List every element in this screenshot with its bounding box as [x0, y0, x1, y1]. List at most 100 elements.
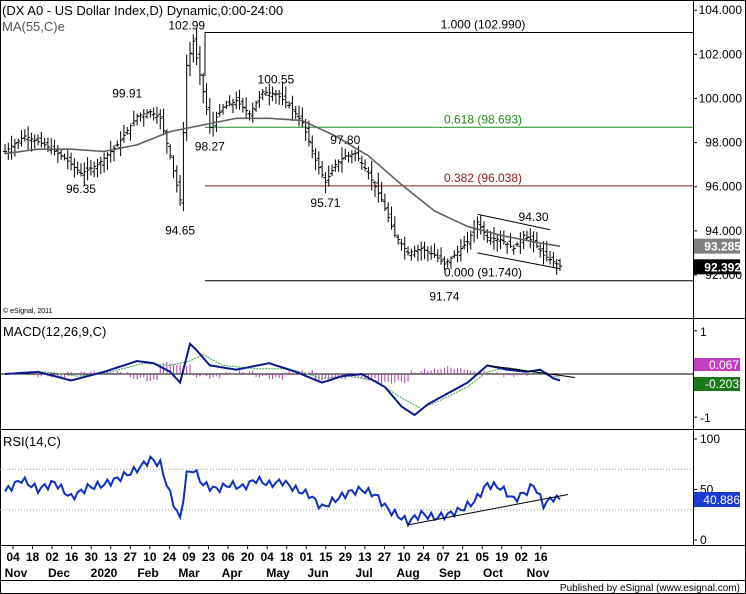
ohlc-bar[interactable]	[392, 216, 397, 238]
ohlc-bar[interactable]	[366, 166, 371, 180]
macd-trendline[interactable]	[487, 364, 576, 378]
ohlc-bar[interactable]	[55, 144, 60, 163]
ohlc-bar[interactable]	[32, 134, 37, 149]
ohlc-bar[interactable]	[82, 162, 87, 186]
macd-panel[interactable]: MACD(12,26,9,C) 1 -1 0.067 -0.203	[0, 324, 740, 425]
ohlc-bar[interactable]	[227, 95, 232, 107]
ohlc-bar[interactable]	[501, 230, 506, 245]
price-panel[interactable]: 104.000 102.000 100.000 98.000 96.000 94.000 9…	[3, 3, 742, 304]
ohlc-bar[interactable]	[234, 91, 239, 110]
ohlc-bar[interactable]	[257, 91, 262, 109]
ohlc-bar[interactable]	[26, 126, 31, 151]
ohlc-bar[interactable]	[336, 159, 341, 172]
ohlc-bar[interactable]	[85, 157, 90, 181]
ohlc-bar[interactable]	[498, 230, 503, 250]
ohlc-bar[interactable]	[419, 241, 424, 261]
channel-upper-line[interactable]	[477, 213, 551, 231]
ohlc-bar[interactable]	[92, 161, 97, 178]
ohlc-bar[interactable]	[445, 258, 450, 268]
ohlc-bar[interactable]	[505, 242, 510, 254]
ohlc-bar[interactable]	[330, 164, 335, 177]
ohlc-bar[interactable]	[95, 158, 100, 178]
ohlc-bar[interactable]	[141, 109, 146, 127]
ohlc-bar[interactable]	[554, 258, 559, 275]
ohlc-bar[interactable]	[326, 165, 331, 187]
rsi-trendline[interactable]	[407, 494, 569, 526]
ohlc-bar[interactable]	[359, 155, 364, 170]
ohlc-bar[interactable]	[323, 172, 328, 194]
ohlc-bar[interactable]	[188, 41, 192, 77]
ohlc-bar[interactable]	[320, 161, 325, 178]
ohlc-bar[interactable]	[204, 83, 209, 116]
channel-lower-line[interactable]	[477, 252, 561, 270]
ohlc-bar[interactable]	[280, 82, 285, 106]
ohlc-bar[interactable]	[293, 105, 298, 119]
ohlc-bar[interactable]	[396, 234, 401, 245]
ohlc-bar[interactable]	[244, 97, 249, 119]
ohlc-bar[interactable]	[112, 145, 117, 162]
ohlc-bar[interactable]	[313, 148, 318, 171]
ohlc-bar[interactable]	[145, 109, 150, 119]
ohlc-bar[interactable]	[379, 181, 384, 202]
ohlc-bar[interactable]	[386, 202, 391, 223]
ohlc-bar[interactable]	[495, 234, 500, 252]
ma-line[interactable]	[4, 117, 561, 248]
ohlc-bar[interactable]	[306, 120, 311, 147]
ohlc-bar[interactable]	[260, 89, 265, 101]
ohlc-bar[interactable]	[534, 231, 539, 249]
ohlc-bar[interactable]	[389, 206, 394, 230]
ohlc-bar[interactable]	[270, 86, 275, 102]
ohlc-bar[interactable]	[455, 245, 460, 263]
macd-line[interactable]	[4, 341, 561, 417]
ohlc-bar[interactable]	[283, 86, 288, 109]
ohlc-bar[interactable]	[435, 249, 440, 263]
ohlc-bar[interactable]	[376, 172, 381, 203]
ohlc-bar[interactable]	[230, 98, 235, 114]
ohlc-bar[interactable]	[548, 251, 553, 265]
ohlc-bar[interactable]	[125, 127, 130, 135]
ohlc-bar[interactable]	[468, 230, 473, 250]
ohlc-bar[interactable]	[240, 97, 245, 113]
ohlc-bar[interactable]	[538, 244, 543, 258]
ohlc-bar[interactable]	[237, 89, 242, 110]
ohlc-bar[interactable]	[442, 256, 447, 271]
ohlc-bar[interactable]	[65, 150, 70, 170]
ohlc-bar[interactable]	[78, 163, 83, 177]
ohlc-bar[interactable]	[267, 83, 272, 106]
ohlc-bar[interactable]	[439, 247, 444, 265]
ohlc-bar[interactable]	[465, 231, 470, 253]
ohlc-bar[interactable]	[290, 95, 295, 121]
ohlc-bar[interactable]	[462, 235, 467, 250]
ohlc-bar[interactable]	[406, 246, 411, 256]
ohlc-bar[interactable]	[353, 149, 358, 162]
ohlc-bar[interactable]	[22, 129, 27, 142]
ohlc-bar[interactable]	[16, 138, 21, 150]
ohlc-bar[interactable]	[356, 145, 361, 162]
ohlc-bar[interactable]	[491, 227, 496, 250]
ohlc-bar[interactable]	[42, 137, 47, 149]
ohlc-bar[interactable]	[98, 156, 103, 175]
ohlc-bar[interactable]	[154, 106, 159, 124]
ohlc-bar[interactable]	[369, 160, 374, 191]
ohlc-bar[interactable]	[551, 252, 556, 268]
ohlc-bar[interactable]	[174, 165, 179, 193]
ohlc-bar[interactable]	[339, 147, 344, 173]
ohlc-bar[interactable]	[36, 134, 41, 146]
ohlc-bar[interactable]	[363, 159, 368, 172]
ohlc-bar[interactable]	[448, 256, 453, 269]
ohlc-bar[interactable]	[541, 241, 546, 265]
ohlc-bar[interactable]	[402, 236, 407, 260]
ohlc-bar[interactable]	[297, 105, 302, 127]
ohlc-bar[interactable]	[425, 246, 430, 262]
ohlc-bar[interactable]	[250, 102, 255, 123]
ohlc-bar[interactable]	[191, 34, 196, 63]
ohlc-bar[interactable]	[224, 100, 229, 110]
ohlc-bar[interactable]	[333, 159, 338, 172]
ohlc-bar[interactable]	[52, 139, 57, 156]
ohlc-bar[interactable]	[121, 124, 126, 143]
ohlc-bar[interactable]	[115, 140, 120, 148]
ohlc-bar[interactable]	[346, 151, 351, 163]
ohlc-bar[interactable]	[62, 153, 67, 161]
ohlc-bar[interactable]	[558, 258, 562, 272]
